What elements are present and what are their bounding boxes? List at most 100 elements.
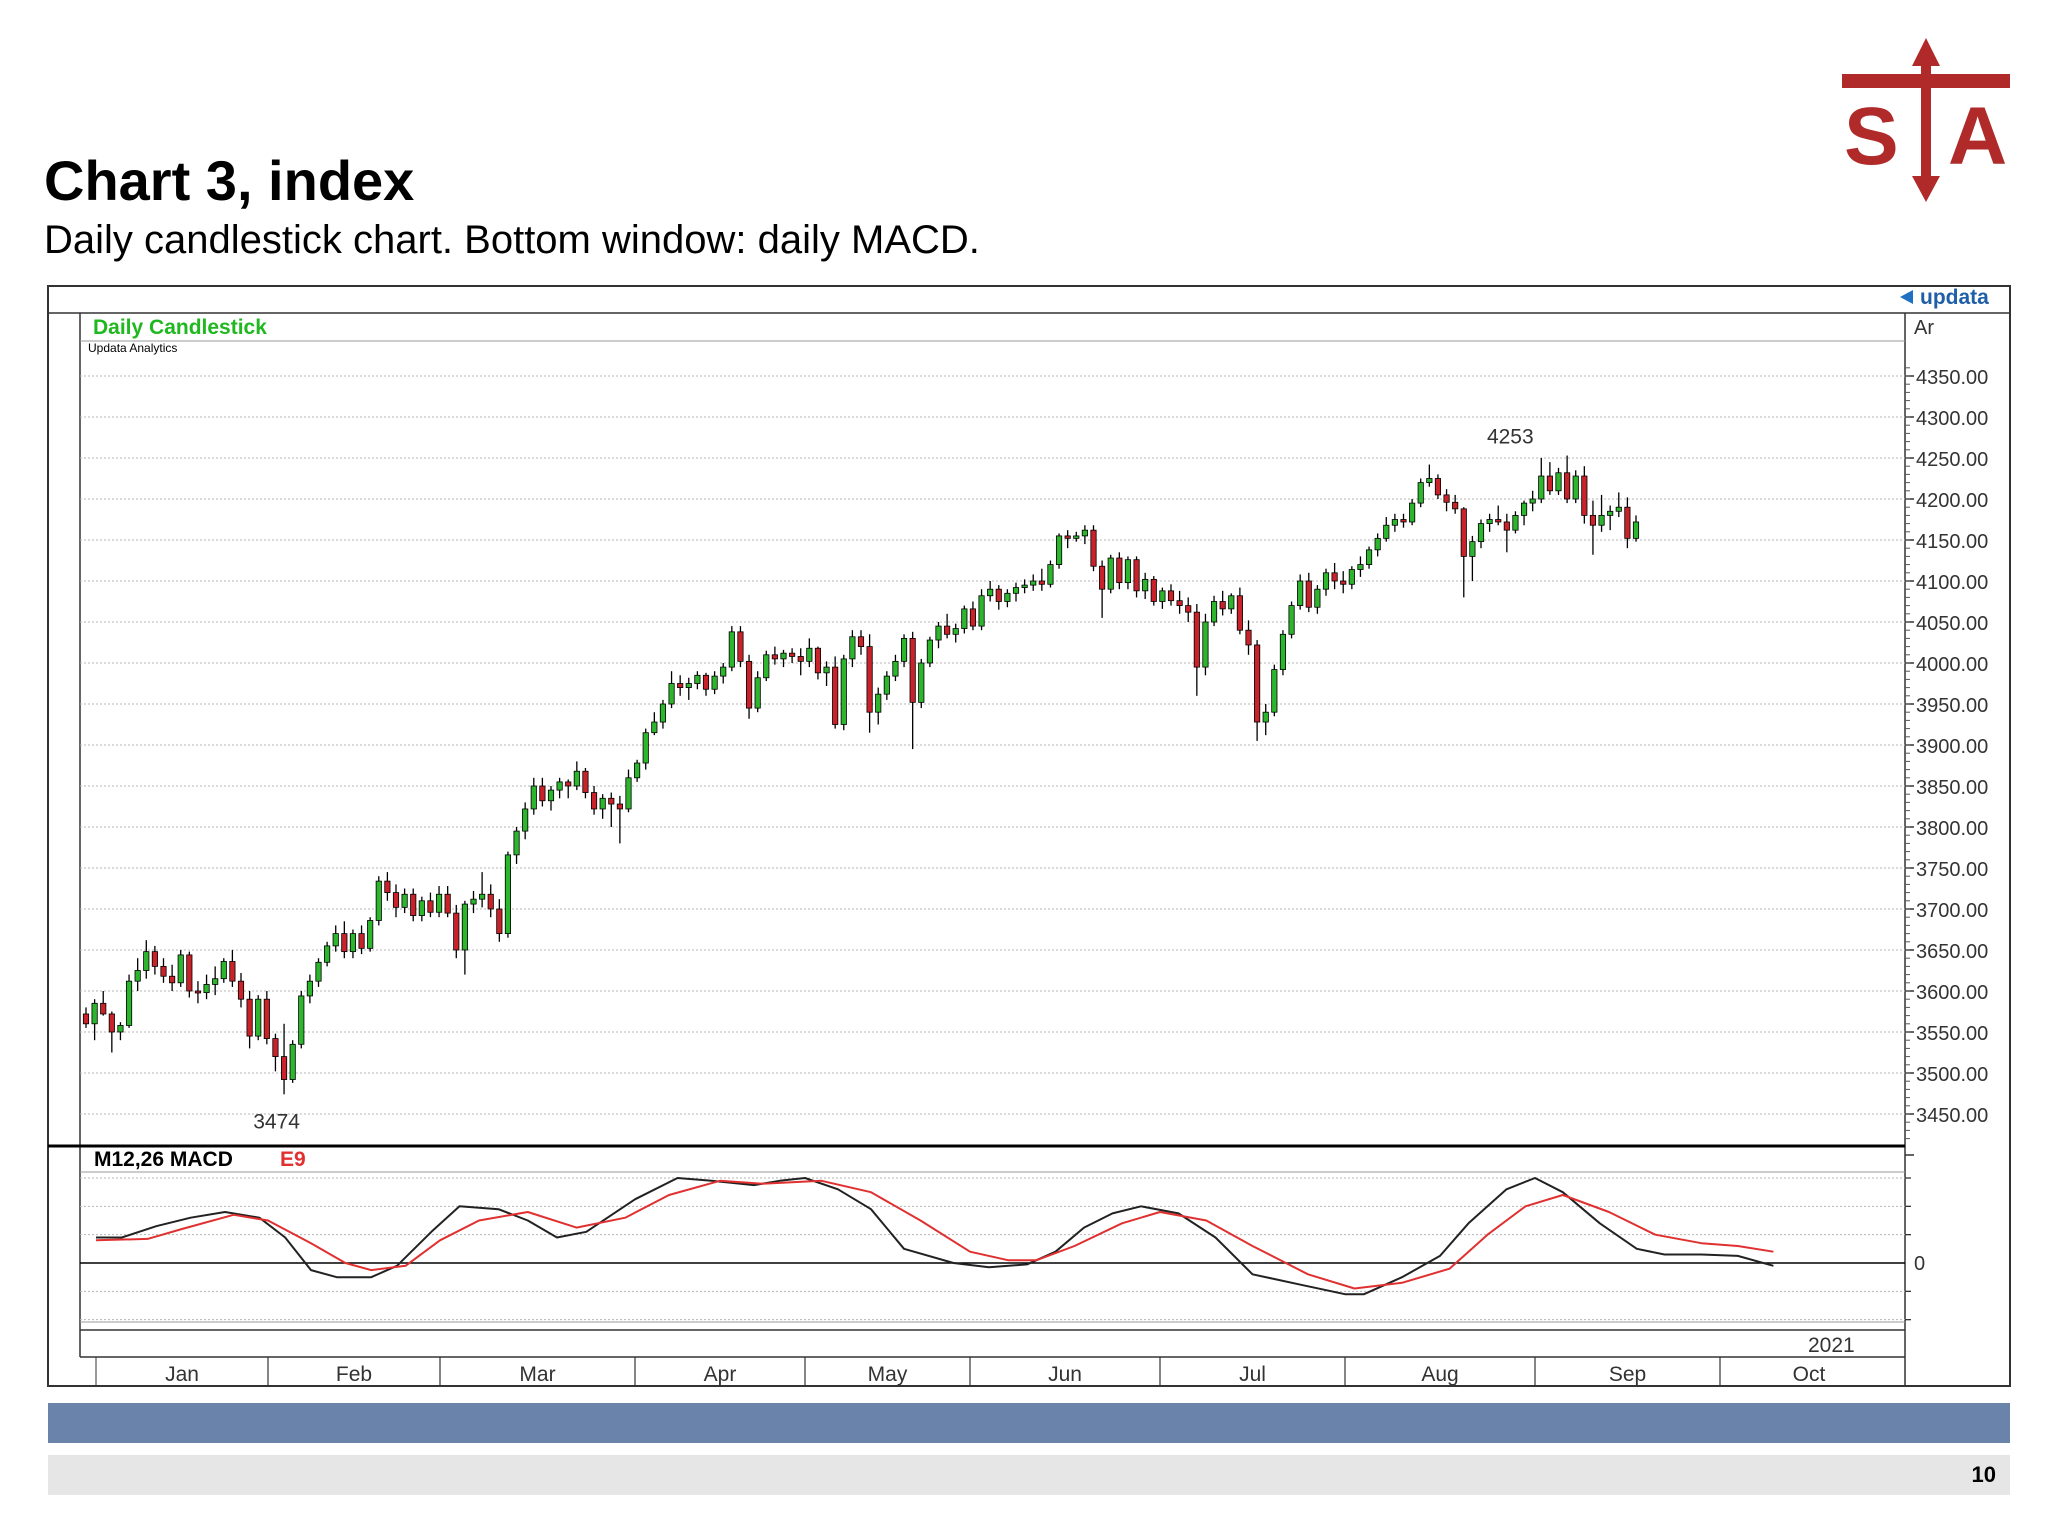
candle-body: [763, 654, 770, 679]
candle-body: [1383, 524, 1390, 539]
candle-body: [82, 1013, 90, 1025]
candle-body: [169, 975, 176, 984]
candle-body: [1374, 537, 1381, 551]
candle-body: [849, 636, 856, 660]
slide-subtitle: Daily candlestick chart. Bottom window: …: [44, 218, 980, 262]
candles: [82, 455, 1640, 1095]
signal-line: [95, 1179, 1774, 1290]
price-annotations: 3474 4253: [253, 426, 1533, 1134]
candle-body: [444, 893, 451, 914]
logo-arrow-down: [1912, 176, 1940, 202]
logo-letter-a: A: [1948, 91, 2007, 182]
candle: [367, 917, 374, 952]
candle-body: [1417, 482, 1424, 504]
candle: [651, 712, 658, 736]
sta-logo: S A: [1842, 38, 2010, 202]
candle-body: [504, 854, 512, 935]
candle-body: [582, 770, 589, 793]
candle: [582, 767, 589, 799]
candle: [659, 699, 667, 729]
candle: [590, 786, 598, 815]
candle-body: [1624, 506, 1631, 539]
candle-body: [702, 674, 710, 690]
candle: [255, 995, 262, 1041]
price-tick-label: 3650.00: [1916, 941, 1988, 963]
price-tick-label: 4300.00: [1916, 408, 1988, 430]
candle-body: [1572, 475, 1579, 500]
candle-body: [1598, 515, 1605, 526]
candle-body: [590, 792, 598, 810]
candle: [479, 872, 486, 908]
candle: [212, 966, 219, 996]
candle-body: [720, 666, 727, 677]
candle-body: [754, 677, 761, 709]
candle: [806, 638, 813, 668]
candle-body: [866, 646, 873, 713]
month-label: Feb: [336, 1363, 372, 1386]
logo-bar: [1842, 74, 2010, 88]
candle-body: [1150, 578, 1157, 602]
candle: [125, 974, 133, 1028]
footer-bar: [48, 1455, 2010, 1495]
candle-body: [1520, 502, 1528, 516]
candle: [375, 876, 382, 926]
candle: [909, 631, 916, 750]
candle: [1400, 513, 1407, 528]
month-label: Jul: [1239, 1363, 1266, 1386]
candle-body: [1228, 595, 1235, 610]
candle: [298, 991, 305, 1049]
candle: [496, 899, 503, 942]
candle: [780, 649, 787, 668]
candle-body: [108, 1013, 115, 1033]
month-label: Jun: [1048, 1363, 1082, 1386]
candle-body: [832, 666, 839, 725]
candle-body: [427, 900, 434, 913]
candle-body: [1073, 535, 1080, 539]
candle-body: [677, 683, 684, 688]
candle: [117, 1022, 124, 1041]
candle-body: [668, 683, 675, 705]
candle: [892, 654, 899, 682]
candle-body: [1012, 587, 1020, 594]
signal-legend-label: E9: [280, 1148, 306, 1171]
candle: [108, 1011, 115, 1053]
candle: [324, 941, 331, 967]
candle: [1055, 533, 1063, 569]
candle: [565, 779, 572, 799]
macd-line: [96, 1177, 1774, 1296]
candle: [1538, 458, 1545, 504]
candle-body: [565, 781, 572, 787]
candle: [177, 950, 184, 987]
candle-body: [186, 954, 193, 992]
updata-arrow-icon: [1900, 290, 1913, 304]
candle: [1322, 568, 1330, 596]
candle: [789, 648, 796, 663]
candle: [522, 802, 529, 840]
logo-arrow-shaft: [1921, 62, 1931, 180]
candle: [1030, 574, 1037, 591]
candle-body: [789, 652, 796, 657]
candle: [573, 761, 580, 791]
macd-grid: [80, 1177, 1911, 1323]
candle-body: [1142, 578, 1149, 592]
candle: [1417, 478, 1424, 508]
year-label: 2021: [1808, 1334, 1855, 1357]
candle: [1624, 497, 1631, 549]
candle-body: [1116, 557, 1123, 584]
candle: [677, 675, 684, 696]
macd-pane-title: M12,26 MACD: [94, 1148, 233, 1171]
candle-body: [978, 595, 985, 627]
candle: [470, 890, 477, 914]
candle-body: [246, 998, 253, 1037]
candle-body: [685, 683, 692, 688]
price-tick-label: 3500.00: [1916, 1064, 1988, 1086]
candle: [82, 1007, 90, 1028]
candle: [220, 958, 227, 983]
candle-body: [151, 951, 158, 967]
candle-body: [728, 631, 735, 668]
candle: [1409, 499, 1416, 526]
candle: [237, 972, 245, 1008]
candle-body: [1331, 572, 1338, 582]
candle-body: [823, 666, 830, 674]
candle-body: [479, 893, 486, 900]
